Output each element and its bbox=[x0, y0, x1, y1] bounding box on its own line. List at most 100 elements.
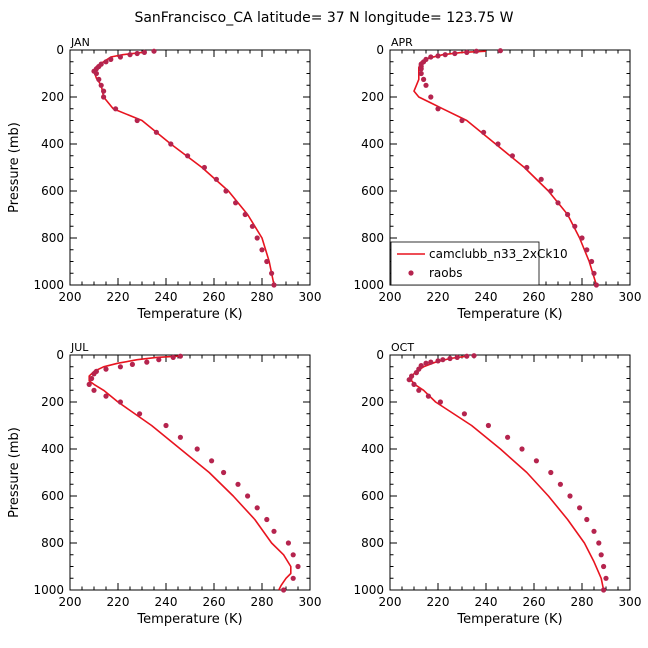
obs-point-oct bbox=[577, 505, 583, 511]
obs-point-jan bbox=[134, 117, 140, 124]
obs-point-jul bbox=[245, 493, 251, 499]
obs-point-apr bbox=[481, 129, 487, 135]
model-line-oct bbox=[410, 355, 605, 591]
panel-label-jan: JAN bbox=[70, 36, 90, 49]
x-tick-label-oct: 220 bbox=[427, 595, 450, 609]
obs-point-jan bbox=[242, 211, 248, 218]
obs-point-oct bbox=[557, 481, 564, 487]
obs-point-jan bbox=[264, 258, 270, 265]
obs-point-apr bbox=[497, 48, 503, 54]
obs-point-oct bbox=[601, 587, 607, 593]
obs-point-jan bbox=[269, 270, 275, 276]
obs-point-jul bbox=[177, 353, 183, 359]
x-tick-label-jul: 260 bbox=[203, 595, 226, 609]
panel-apr: 200 220 240 260 280 300 0 200 400 600 800 1000 Tempe… bbox=[353, 36, 641, 322]
obs-point-jan bbox=[168, 141, 174, 147]
y-tick-label-apr: 0 bbox=[376, 43, 384, 57]
x-tick-label-oct: 280 bbox=[571, 595, 594, 609]
panel-oct: 200 220 240 260 280 300 0 200 400 600 800 1000 Tempe… bbox=[353, 341, 641, 627]
obs-point-oct bbox=[440, 357, 446, 363]
legend-obs-label: raobs bbox=[429, 266, 463, 280]
x-tick-label-oct: 300 bbox=[619, 595, 642, 609]
x-tick-label-jan: 280 bbox=[251, 290, 274, 304]
obs-point-apr bbox=[464, 49, 470, 56]
obs-point-oct bbox=[519, 446, 525, 452]
legend-model-label: camclubb_n33_2xCk10 bbox=[429, 247, 568, 261]
x-tick-label-apr: 260 bbox=[523, 290, 546, 304]
obs-point-jul bbox=[194, 446, 200, 452]
obs-point-jul bbox=[285, 540, 291, 546]
obs-point-oct bbox=[423, 360, 429, 366]
y-tick-label-apr: 800 bbox=[361, 231, 384, 245]
x-tick-label-jul: 220 bbox=[107, 595, 130, 609]
y-tick-label-jul: 600 bbox=[41, 489, 64, 503]
obs-point-apr bbox=[473, 48, 479, 54]
obs-point-apr bbox=[591, 270, 597, 276]
obs-point-apr bbox=[589, 258, 595, 265]
obs-point-jul bbox=[137, 411, 143, 417]
obs-point-jul bbox=[254, 505, 260, 511]
x-tick-label-jan: 240 bbox=[155, 290, 178, 304]
x-tick-label-apr: 200 bbox=[379, 290, 402, 304]
obs-point-jul bbox=[170, 354, 176, 360]
y-tick-label-oct: 400 bbox=[361, 442, 384, 456]
y-tick-label-oct: 1000 bbox=[353, 583, 384, 597]
obs-point-jan bbox=[98, 82, 104, 88]
obs-point-jan bbox=[249, 223, 255, 229]
obs-point-apr bbox=[579, 235, 585, 241]
obs-point-jul bbox=[103, 366, 109, 372]
panel-label-oct: OCT bbox=[391, 341, 414, 354]
obs-point-oct bbox=[533, 458, 540, 464]
obs-point-jul bbox=[91, 371, 97, 377]
y-tick-label-jan: 200 bbox=[41, 90, 64, 104]
y-tick-label-apr: 600 bbox=[361, 184, 384, 198]
obs-point-apr bbox=[435, 53, 441, 59]
obs-point-oct bbox=[406, 377, 412, 383]
model-line-jan bbox=[93, 51, 275, 286]
obs-point-oct bbox=[548, 469, 554, 476]
obs-point-oct bbox=[485, 422, 491, 429]
obs-point-oct bbox=[425, 393, 431, 399]
panel-jul: 200 220 240 260 280 300 0 200 400 600 800 1000 Tempe… bbox=[7, 341, 321, 627]
obs-point-apr bbox=[538, 176, 544, 182]
obs-point-oct bbox=[598, 552, 604, 558]
x-tick-label-jul: 280 bbox=[251, 595, 274, 609]
obs-point-jan bbox=[103, 59, 109, 65]
obs-point-jan bbox=[201, 164, 207, 171]
obs-point-apr bbox=[428, 54, 434, 60]
obs-point-jan bbox=[134, 50, 140, 57]
x-tick-label-oct: 260 bbox=[523, 595, 546, 609]
obs-point-oct bbox=[567, 493, 573, 499]
obs-point-oct bbox=[505, 434, 511, 440]
x-tick-label-jul: 300 bbox=[299, 595, 322, 609]
obs-point-jul bbox=[89, 375, 95, 382]
obs-point-jan bbox=[185, 153, 191, 159]
obs-point-apr bbox=[421, 76, 427, 82]
obs-point-apr bbox=[509, 153, 515, 159]
obs-point-apr bbox=[572, 223, 578, 229]
y-tick-label-oct: 0 bbox=[376, 348, 384, 362]
plot-frame-jul bbox=[69, 354, 311, 591]
x-tick-label-jan: 260 bbox=[203, 290, 226, 304]
obs-point-apr bbox=[442, 52, 448, 58]
panel-jan: 200 220 240 260 280 300 0 200 400 600 800 1000 Tempe… bbox=[7, 36, 321, 322]
obs-point-apr bbox=[452, 50, 458, 57]
obs-point-apr bbox=[418, 66, 424, 72]
obs-point-jan bbox=[127, 52, 133, 58]
obs-point-jan bbox=[271, 282, 277, 288]
obs-point-jul bbox=[117, 364, 123, 370]
obs-point-apr bbox=[565, 211, 571, 218]
x-tick-label-apr: 280 bbox=[571, 290, 594, 304]
y-tick-label-apr: 200 bbox=[361, 90, 384, 104]
x-tick-label-oct: 200 bbox=[379, 595, 402, 609]
x-tick-label-apr: 300 bbox=[619, 290, 642, 304]
obs-point-oct bbox=[437, 399, 443, 405]
obs-point-apr bbox=[459, 117, 465, 124]
obs-point-jan bbox=[213, 176, 219, 182]
obs-point-apr bbox=[495, 141, 501, 147]
y-tick-label-oct: 600 bbox=[361, 489, 384, 503]
obs-point-jul bbox=[86, 381, 92, 387]
obs-point-jul bbox=[290, 552, 296, 558]
obs-point-jan bbox=[254, 235, 260, 241]
